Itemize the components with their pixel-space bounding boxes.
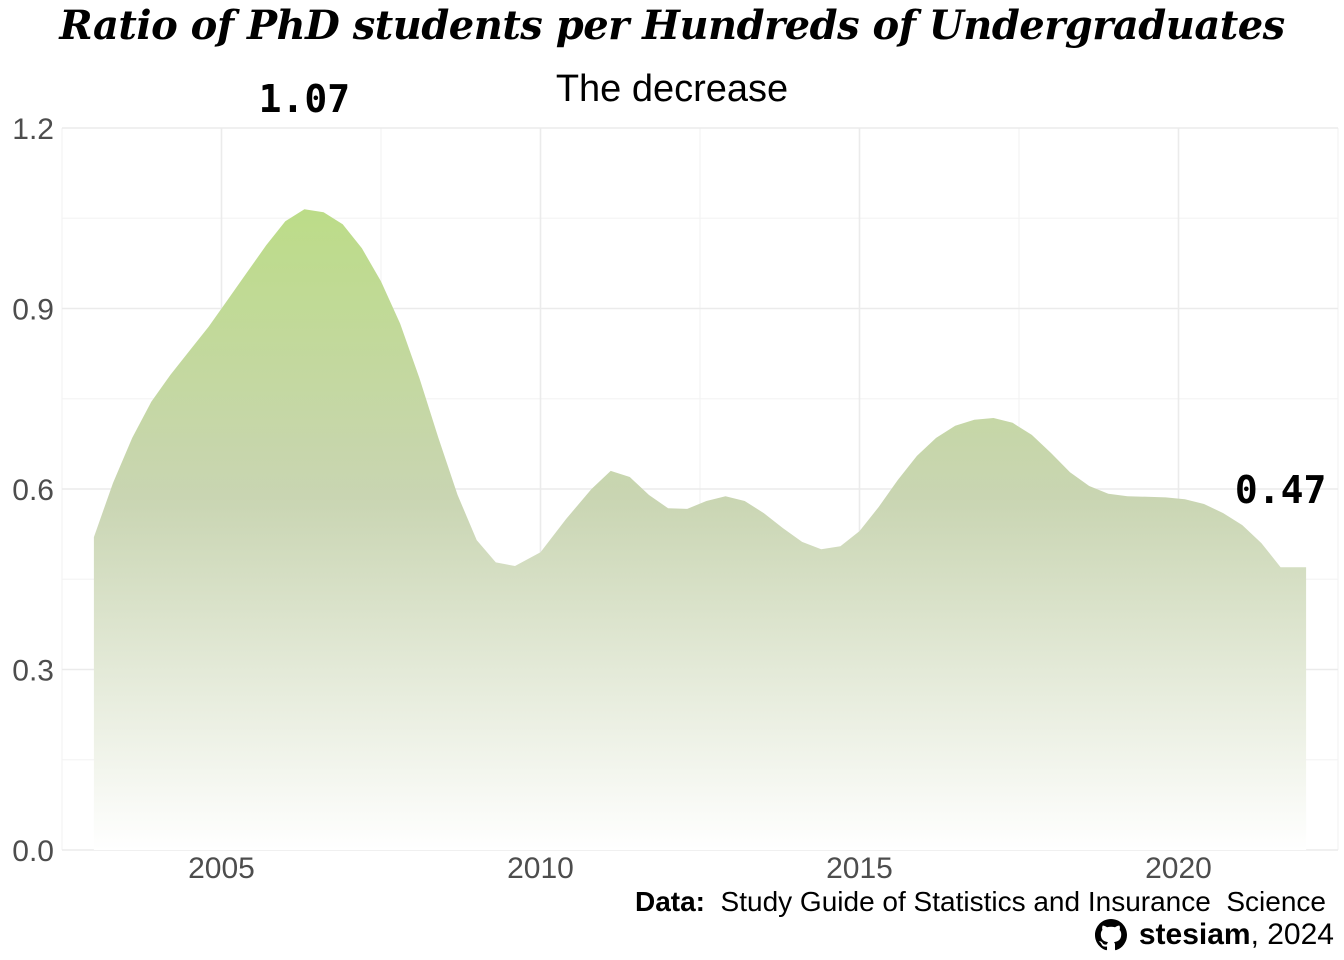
x-axis-ticks: 2005 2010 2015 2020 (188, 852, 1212, 885)
y-tick-label: 0.3 (12, 655, 54, 688)
y-axis-ticks: 0.0 0.3 0.6 0.9 1.2 (12, 113, 54, 868)
author-name: stesiam (1138, 918, 1251, 951)
annotations: 1.07 0.47 (259, 77, 1327, 512)
data-source: Study Guide of Statistics and Insurance … (720, 886, 1326, 917)
area-series (93, 209, 1307, 850)
y-tick-label: 0.0 (12, 835, 54, 868)
data-label: 0.47 (1235, 468, 1327, 512)
area-layer (93, 209, 1307, 850)
x-tick-label: 2015 (826, 852, 893, 885)
x-tick-label: 2005 (188, 852, 255, 885)
data-source-caption: Data: Study Guide of Statistics and Insu… (635, 886, 1326, 918)
caption-year: , 2024 (1250, 918, 1334, 951)
y-tick-label: 0.6 (12, 474, 54, 507)
y-tick-label: 0.9 (12, 294, 54, 327)
chart-title: Ratio of PhD students per Hundreds of Un… (59, 2, 1285, 49)
author-caption: stesiam, 2024 (1094, 918, 1334, 952)
chart-subtitle: The decrease (555, 68, 789, 110)
github-icon (1094, 919, 1127, 951)
data-label: Data: (634, 886, 705, 917)
x-tick-label: 2020 (1145, 852, 1212, 885)
data-label: 1.07 (259, 77, 351, 121)
x-tick-label: 2010 (507, 852, 574, 885)
y-tick-label: 1.2 (12, 113, 54, 146)
